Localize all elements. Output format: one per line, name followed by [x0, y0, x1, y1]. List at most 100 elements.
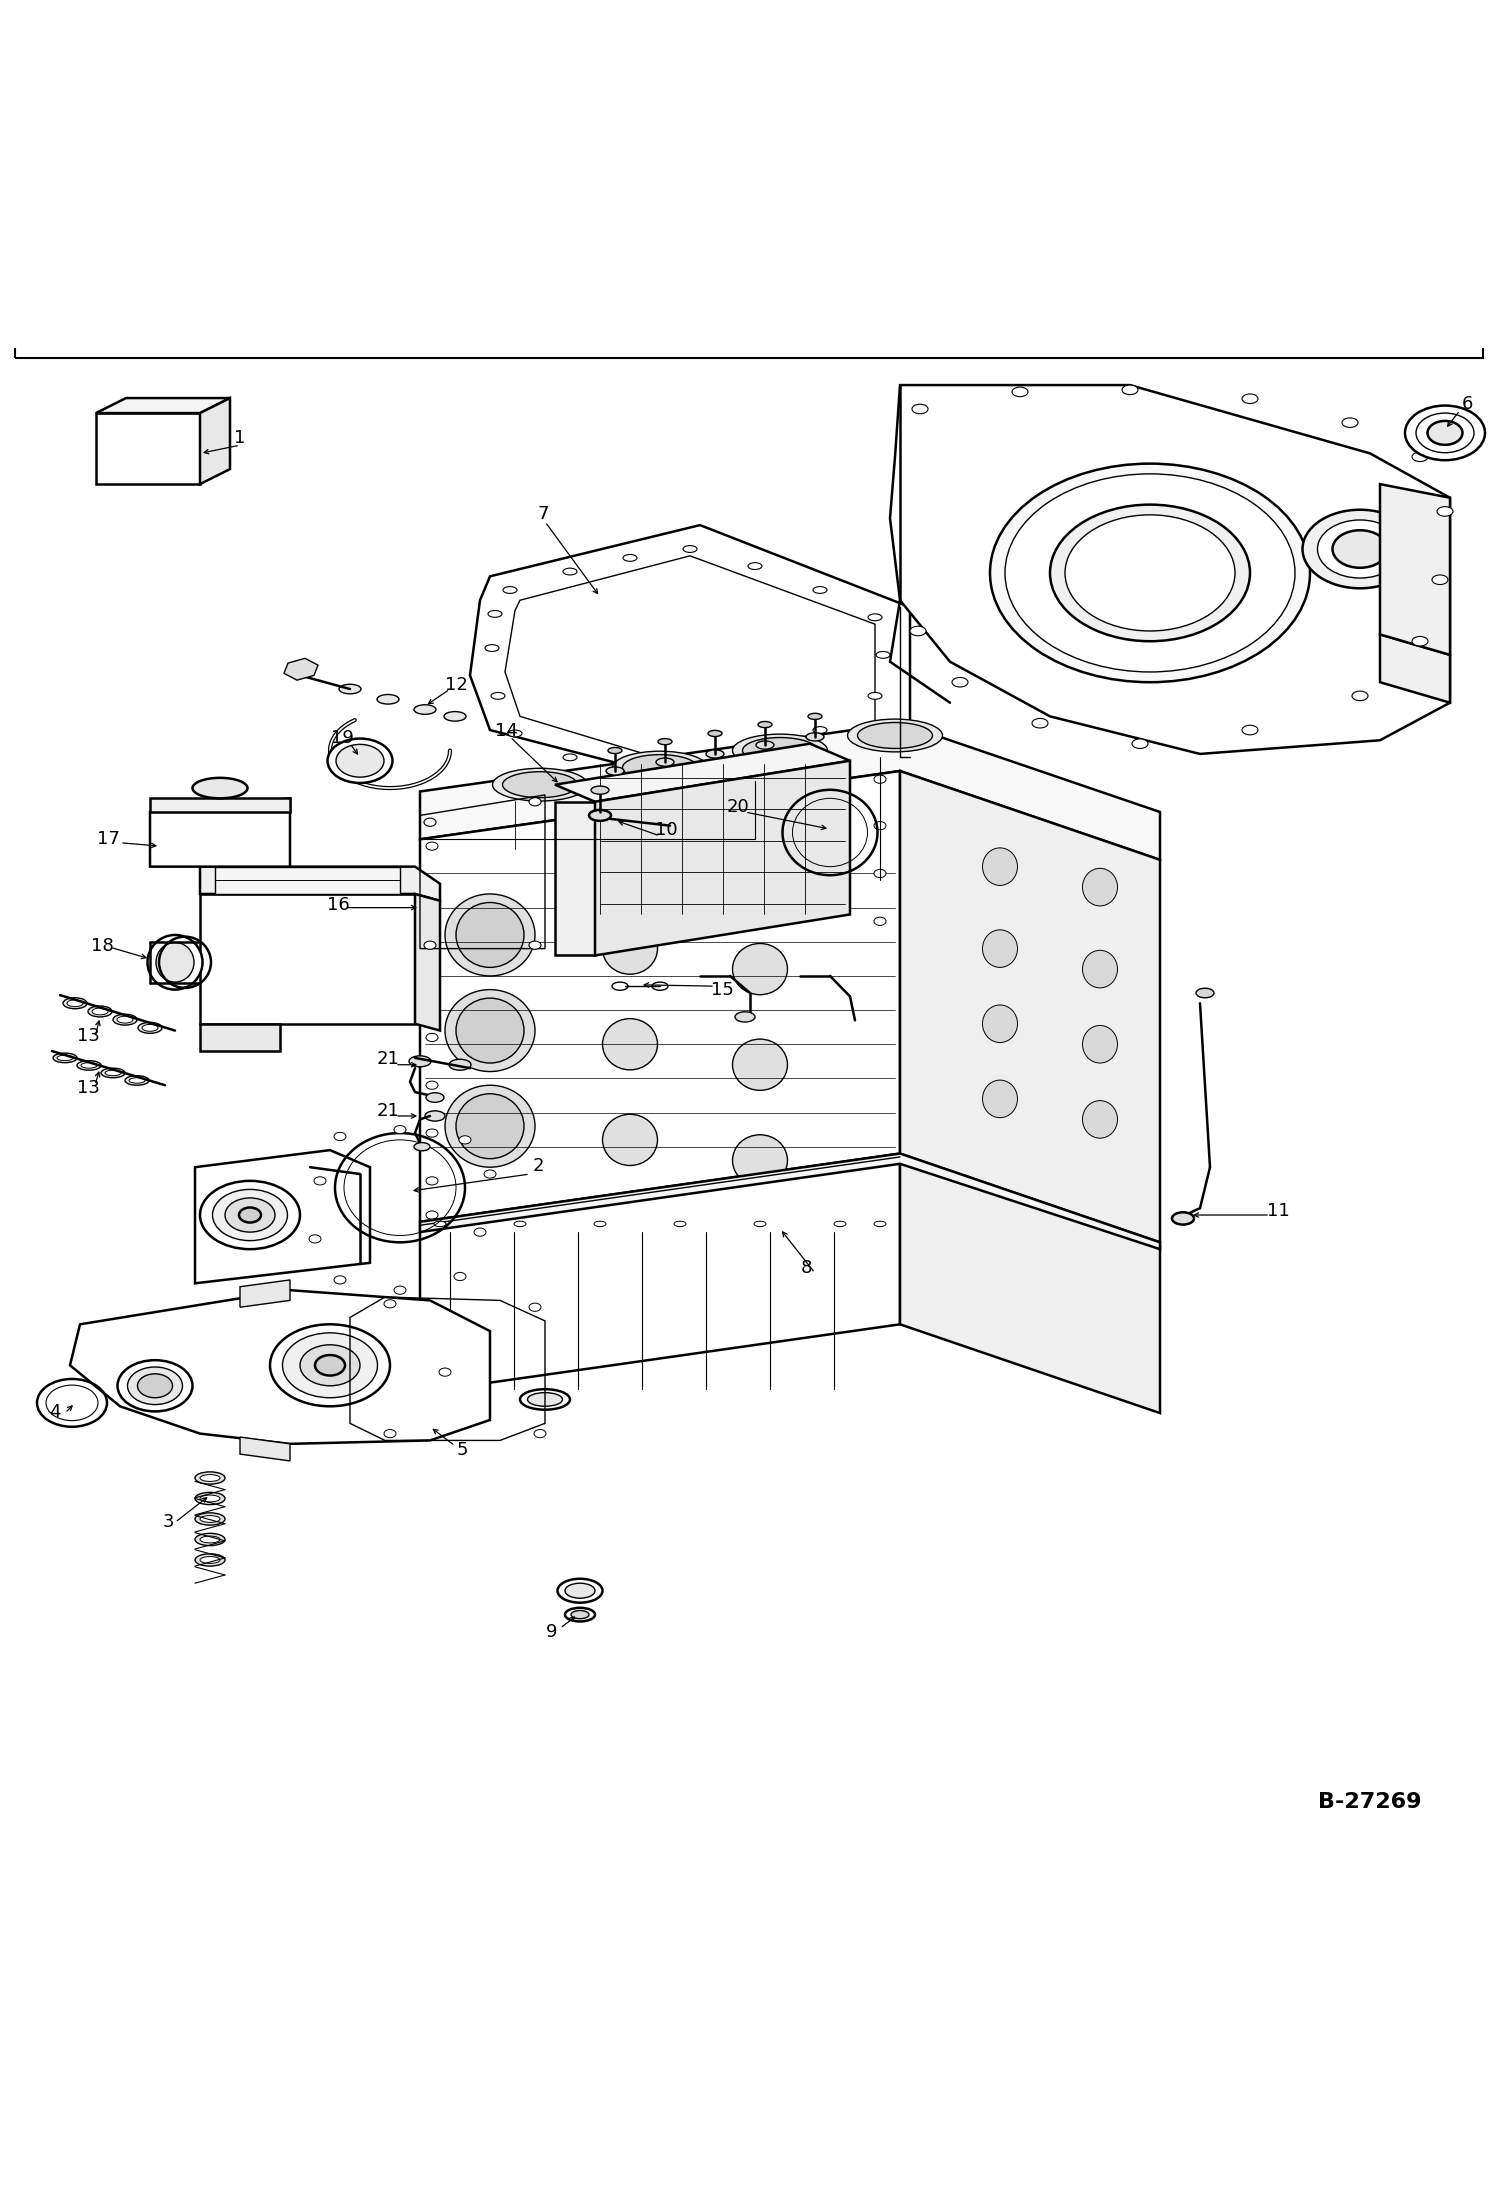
- Ellipse shape: [425, 842, 437, 851]
- Ellipse shape: [117, 1360, 193, 1412]
- Ellipse shape: [195, 1493, 225, 1504]
- Ellipse shape: [455, 998, 524, 1064]
- Polygon shape: [285, 658, 318, 680]
- Ellipse shape: [124, 1075, 148, 1086]
- Ellipse shape: [834, 1222, 846, 1226]
- Ellipse shape: [1413, 636, 1428, 647]
- Ellipse shape: [607, 768, 625, 774]
- Polygon shape: [900, 772, 1159, 1243]
- Polygon shape: [201, 399, 231, 485]
- Ellipse shape: [733, 943, 788, 996]
- Ellipse shape: [656, 759, 674, 765]
- Text: 18: 18: [90, 936, 114, 954]
- Ellipse shape: [1195, 989, 1213, 998]
- Ellipse shape: [201, 1515, 220, 1522]
- Polygon shape: [419, 772, 900, 1222]
- Ellipse shape: [602, 1114, 658, 1164]
- Ellipse shape: [571, 1610, 589, 1618]
- Ellipse shape: [502, 772, 578, 798]
- Ellipse shape: [458, 1136, 470, 1145]
- Ellipse shape: [563, 754, 577, 761]
- Ellipse shape: [63, 998, 87, 1009]
- Ellipse shape: [1032, 719, 1049, 728]
- Ellipse shape: [195, 1472, 225, 1485]
- Ellipse shape: [225, 1197, 276, 1232]
- Ellipse shape: [383, 1430, 395, 1439]
- Ellipse shape: [1413, 452, 1428, 461]
- Ellipse shape: [652, 982, 668, 991]
- Ellipse shape: [1005, 474, 1294, 671]
- Polygon shape: [1380, 485, 1450, 656]
- Ellipse shape: [1342, 419, 1359, 428]
- Ellipse shape: [439, 1368, 451, 1377]
- Ellipse shape: [240, 1208, 261, 1222]
- Ellipse shape: [813, 586, 827, 594]
- Ellipse shape: [425, 890, 437, 899]
- Ellipse shape: [983, 1081, 1017, 1118]
- Ellipse shape: [445, 895, 535, 976]
- Ellipse shape: [529, 798, 541, 805]
- Ellipse shape: [743, 737, 818, 763]
- Ellipse shape: [195, 1533, 225, 1546]
- Ellipse shape: [1302, 509, 1417, 588]
- Ellipse shape: [613, 752, 707, 783]
- Text: 7: 7: [538, 504, 548, 524]
- Ellipse shape: [315, 1355, 345, 1375]
- Text: 12: 12: [445, 675, 467, 693]
- Ellipse shape: [514, 1222, 526, 1226]
- Ellipse shape: [142, 1024, 157, 1031]
- Polygon shape: [554, 743, 849, 803]
- Ellipse shape: [425, 985, 437, 993]
- Ellipse shape: [1083, 868, 1118, 906]
- Polygon shape: [150, 798, 291, 866]
- Ellipse shape: [67, 1000, 82, 1007]
- Ellipse shape: [91, 1009, 108, 1015]
- Ellipse shape: [688, 761, 703, 768]
- Ellipse shape: [425, 1112, 445, 1121]
- Ellipse shape: [706, 750, 724, 759]
- Ellipse shape: [339, 684, 361, 693]
- Ellipse shape: [443, 711, 466, 721]
- Ellipse shape: [733, 1039, 788, 1090]
- Ellipse shape: [867, 614, 882, 621]
- Ellipse shape: [595, 1222, 607, 1226]
- Ellipse shape: [520, 1388, 571, 1410]
- Ellipse shape: [848, 719, 942, 752]
- Text: 13: 13: [76, 1079, 99, 1096]
- Ellipse shape: [736, 1011, 755, 1022]
- Text: 21: 21: [376, 1050, 400, 1068]
- Ellipse shape: [873, 822, 885, 829]
- Ellipse shape: [425, 1129, 437, 1138]
- Ellipse shape: [1122, 386, 1138, 395]
- Ellipse shape: [1353, 691, 1368, 700]
- Polygon shape: [150, 798, 291, 811]
- Ellipse shape: [201, 1180, 300, 1250]
- Ellipse shape: [147, 934, 202, 989]
- Ellipse shape: [613, 982, 628, 991]
- Ellipse shape: [455, 1094, 524, 1158]
- Ellipse shape: [529, 1303, 541, 1311]
- Ellipse shape: [270, 1325, 389, 1406]
- Ellipse shape: [455, 904, 524, 967]
- Ellipse shape: [488, 610, 502, 616]
- Ellipse shape: [674, 1222, 686, 1226]
- Ellipse shape: [413, 1143, 430, 1151]
- Ellipse shape: [425, 1092, 443, 1103]
- Polygon shape: [419, 724, 1159, 860]
- Ellipse shape: [425, 939, 437, 945]
- Polygon shape: [70, 1289, 490, 1443]
- Ellipse shape: [473, 1228, 485, 1237]
- Ellipse shape: [1132, 739, 1147, 748]
- Ellipse shape: [592, 785, 610, 794]
- Polygon shape: [240, 1436, 291, 1461]
- Ellipse shape: [1432, 575, 1449, 586]
- Ellipse shape: [806, 732, 824, 741]
- Ellipse shape: [873, 774, 885, 783]
- Text: 11: 11: [1267, 1202, 1290, 1219]
- Ellipse shape: [876, 651, 890, 658]
- Ellipse shape: [52, 1053, 76, 1064]
- Text: 4: 4: [49, 1404, 61, 1421]
- Ellipse shape: [449, 1059, 470, 1070]
- Polygon shape: [201, 1024, 280, 1050]
- Ellipse shape: [424, 818, 436, 827]
